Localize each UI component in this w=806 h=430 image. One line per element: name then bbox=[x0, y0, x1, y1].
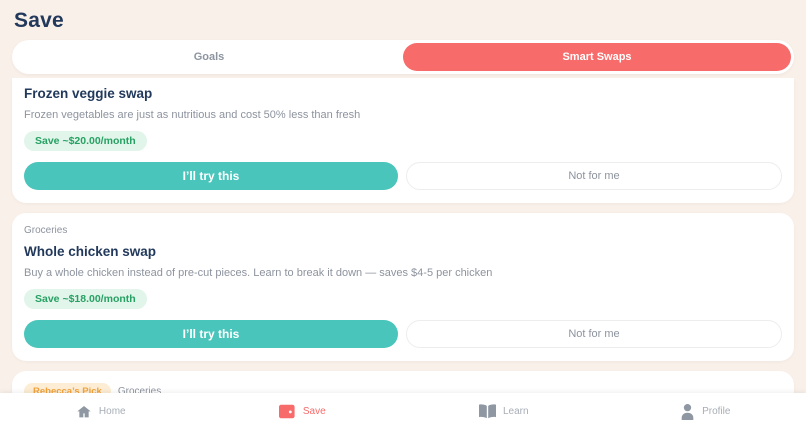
category-label: Groceries bbox=[24, 225, 68, 236]
page-header: Save bbox=[0, 0, 806, 40]
decline-swap-button[interactable]: Not for me bbox=[406, 320, 782, 348]
home-icon bbox=[76, 404, 92, 420]
page-title: Save bbox=[14, 9, 64, 32]
swap-title: Whole chicken swap bbox=[24, 244, 157, 259]
swap-actions: I’ll try this Not for me bbox=[24, 320, 782, 348]
savings-badge: Save ~$20.00/month bbox=[24, 131, 147, 151]
swap-description: Buy a whole chicken instead of pre-cut p… bbox=[24, 267, 493, 279]
nav-label: Save bbox=[302, 406, 326, 417]
swap-card-frozen-veggie: Frozen veggie swap Frozen vegetables are… bbox=[12, 78, 794, 203]
nav-item-home[interactable]: Home bbox=[0, 393, 202, 430]
nav-label: Learn bbox=[502, 406, 529, 417]
tab-smart-swaps[interactable]: Smart Swaps bbox=[403, 43, 791, 71]
swap-list[interactable]: Frozen veggie swap Frozen vegetables are… bbox=[0, 78, 806, 397]
accept-swap-button[interactable]: I’ll try this bbox=[24, 320, 398, 348]
nav-item-learn[interactable]: Learn bbox=[403, 393, 605, 430]
savings-badge: Save ~$18.00/month bbox=[24, 289, 147, 309]
tab-goals[interactable]: Goals bbox=[193, 51, 225, 63]
decline-swap-button[interactable]: Not for me bbox=[406, 162, 782, 190]
category-label: Groceries bbox=[117, 386, 162, 397]
book-icon bbox=[478, 404, 496, 419]
bottom-nav: Home Save Learn Profile bbox=[0, 393, 806, 430]
accept-swap-button[interactable]: I’ll try this bbox=[24, 162, 398, 190]
swap-card-whole-chicken: Groceries Whole chicken swap Buy a whole… bbox=[12, 213, 794, 361]
swap-actions: I’ll try this Not for me bbox=[24, 162, 782, 190]
swap-description: Frozen vegetables are just as nutritious… bbox=[24, 109, 361, 121]
tab-bar: Goals Smart Swaps bbox=[12, 40, 794, 74]
nav-item-save[interactable]: Save bbox=[202, 393, 404, 430]
swap-title: Frozen veggie swap bbox=[24, 86, 153, 101]
nav-label: Home bbox=[98, 406, 126, 417]
profile-icon bbox=[680, 403, 695, 420]
nav-label: Profile bbox=[702, 406, 731, 417]
swap-meta: Groceries bbox=[24, 225, 782, 236]
wallet-icon bbox=[278, 404, 296, 419]
nav-item-profile[interactable]: Profile bbox=[605, 393, 806, 430]
